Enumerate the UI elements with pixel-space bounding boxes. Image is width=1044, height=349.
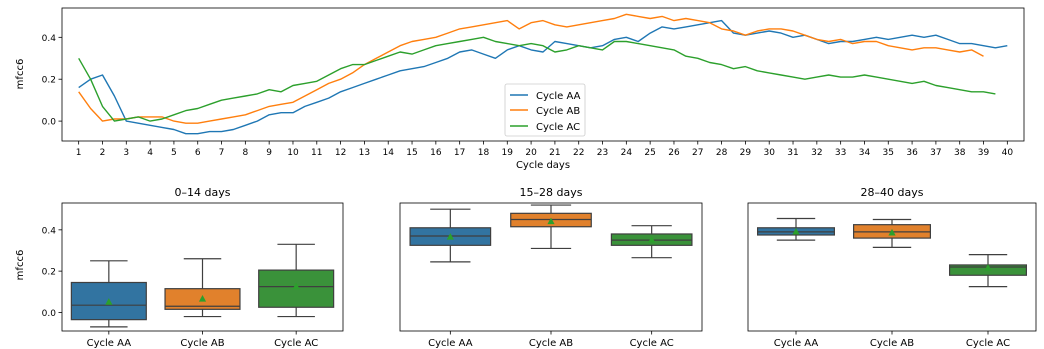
- mean-marker-cycle-ab: [198, 295, 207, 302]
- x-tick-label: 21: [549, 148, 560, 158]
- y-tick-label: 0.4: [42, 226, 57, 236]
- x-tick-label: Cycle AC: [630, 338, 674, 349]
- x-tick-label: 37: [930, 148, 941, 158]
- line-chart-frame: [61, 7, 1025, 142]
- line-chart: 1 2 3 4 5 6 7 8 9 10 11 12 13 14 15 16 17 18 19 20 21 22 23 24 2…: [15, 7, 1025, 171]
- x-tick-label: 25: [644, 148, 655, 158]
- legend-label-cycle-ab: Cycle AB: [536, 106, 580, 117]
- y-tick-label: 0.4: [42, 34, 57, 44]
- x-tick-label: 12: [335, 148, 346, 158]
- box-plot-frame: [747, 202, 1037, 332]
- x-tick-label: 26: [668, 148, 680, 158]
- box-plot-15-28-days: 15–28 days Cycle AA Cycle AB Cycle AC: [399, 186, 703, 349]
- legend-label-cycle-aa: Cycle AA: [536, 91, 581, 102]
- x-tick-label: 30: [763, 148, 775, 158]
- x-tick-label: 8: [242, 148, 248, 158]
- box-plot-y-axis-label: mfcc6: [15, 250, 26, 281]
- x-tick-label: 3: [123, 148, 129, 158]
- mean-marker-cycle-ac: [292, 282, 300, 290]
- y-tick-label: 0.2: [42, 76, 56, 86]
- x-tick-label: 1: [76, 148, 82, 158]
- x-tick-label: 28: [716, 148, 728, 158]
- x-tick-label: 17: [454, 148, 465, 158]
- x-tick-label: Cycle AC: [274, 338, 318, 349]
- x-tick-label: 11: [311, 148, 322, 158]
- x-tick-label: 33: [835, 148, 846, 158]
- box-plot-0-14-days: 0–14 days mfcc6 Cycle AA Cycle AB Cycle AC…: [15, 186, 344, 349]
- x-tick-label: 19: [502, 148, 514, 158]
- x-tick-label: 24: [621, 148, 633, 158]
- x-tick-label: 20: [525, 148, 537, 158]
- series-line-cycle-ab: [78, 13, 984, 124]
- x-tick-label: Cycle AB: [870, 338, 914, 349]
- x-tick-label: 31: [787, 148, 798, 158]
- mean-marker-cycle-aa: [792, 227, 800, 235]
- x-tick-label: 38: [954, 148, 966, 158]
- box-plot-title: 15–28 days: [520, 186, 583, 199]
- x-tick-label: 5: [171, 148, 177, 158]
- box-plot-frame: [61, 202, 344, 332]
- line-chart-series-group: [78, 13, 1008, 135]
- y-tick-label: 0.2: [42, 268, 56, 278]
- x-tick-label: 10: [287, 148, 299, 158]
- mean-marker-cycle-ac: [648, 236, 656, 243]
- x-tick-label: 27: [692, 148, 703, 158]
- x-tick-label: 32: [811, 148, 822, 158]
- x-tick-label: Cycle AC: [966, 338, 1010, 349]
- x-tick-label: 9: [266, 148, 272, 158]
- x-tick-label: Cycle AB: [529, 338, 573, 349]
- x-tick-label: Cycle AA: [87, 338, 132, 349]
- x-tick-label: Cycle AA: [428, 338, 473, 349]
- box-plot-title: 0–14 days: [175, 186, 231, 199]
- box-plot-title: 28–40 days: [861, 186, 924, 199]
- x-tick-label: Cycle AA: [774, 338, 819, 349]
- x-axis-label: Cycle days: [516, 160, 570, 171]
- y-axis-label: mfcc6: [15, 59, 26, 90]
- box-plot-28-40-days: 28–40 days Cycle AA Cycle AB Cycle AC: [747, 186, 1037, 349]
- line-chart-x-ticks: 1 2 3 4 5 6 7 8 9 10 11 12 13 14 15 16 17 18 19 20 21 22 23 24 2…: [76, 141, 1014, 158]
- mean-marker-cycle-aa: [446, 233, 454, 240]
- series-line-cycle-aa: [78, 19, 1008, 135]
- legend: Cycle AA Cycle AB Cycle AC: [504, 83, 586, 137]
- x-tick-label: 15: [406, 148, 417, 158]
- x-tick-label: 40: [1002, 148, 1014, 158]
- x-tick-label: 2: [100, 148, 106, 158]
- x-tick-label: 29: [740, 148, 752, 158]
- x-tick-label: 39: [978, 148, 990, 158]
- mean-marker-cycle-ac: [984, 264, 992, 271]
- box-plot-frame: [399, 202, 703, 332]
- series-line-cycle-ac: [78, 36, 996, 122]
- x-tick-label: Cycle AB: [180, 338, 224, 349]
- x-tick-label: 36: [906, 148, 918, 158]
- x-tick-label: 35: [883, 148, 894, 158]
- x-tick-label: 16: [430, 148, 442, 158]
- x-tick-label: 18: [478, 148, 490, 158]
- x-tick-label: 4: [147, 148, 153, 158]
- mean-marker-cycle-ab: [888, 228, 896, 236]
- y-tick-label: 0.0: [42, 309, 57, 319]
- x-tick-label: 22: [573, 148, 584, 158]
- x-tick-label: 14: [382, 148, 394, 158]
- x-tick-label: 7: [219, 148, 225, 158]
- x-tick-label: 6: [195, 148, 201, 158]
- x-tick-label: 23: [597, 148, 608, 158]
- line-chart-y-ticks: 0.0 0.2 0.4: [42, 34, 62, 128]
- mean-marker-cycle-aa: [105, 298, 113, 305]
- legend-label-cycle-ac: Cycle AC: [536, 122, 580, 133]
- legend-frame: [504, 83, 586, 137]
- x-tick-label: 34: [859, 148, 871, 158]
- y-tick-label: 0.0: [42, 118, 57, 128]
- x-tick-label: 13: [359, 148, 370, 158]
- mean-marker-cycle-ab: [547, 217, 555, 225]
